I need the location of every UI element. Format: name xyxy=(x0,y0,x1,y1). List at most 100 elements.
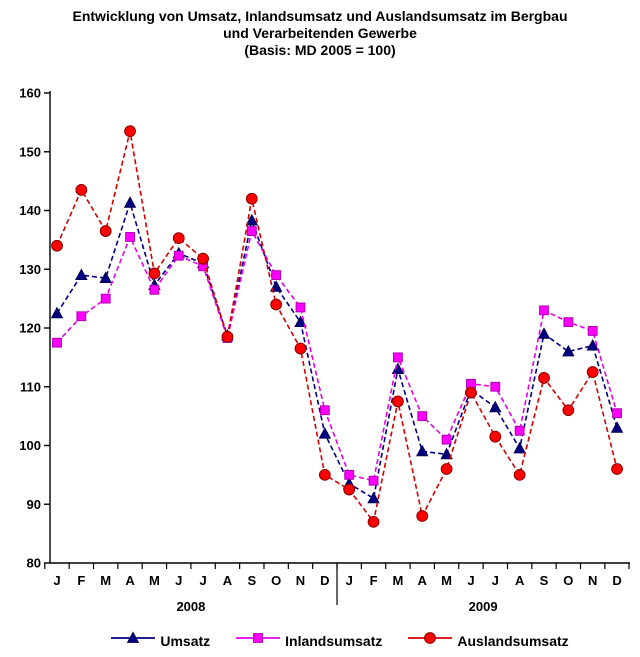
month-label: S xyxy=(540,573,549,588)
data-point-triangle xyxy=(562,344,575,357)
month-label: D xyxy=(320,573,329,588)
data-point-triangle xyxy=(127,631,140,643)
chart-title: Entwicklung von Umsatz, Inlandsumsatz un… xyxy=(0,8,640,59)
data-point-triangle xyxy=(416,444,429,457)
data-point-circle xyxy=(611,463,623,475)
month-label: J xyxy=(175,573,182,588)
month-label: J xyxy=(53,573,60,588)
y-tick-label: 140 xyxy=(19,203,41,218)
data-point-square xyxy=(100,293,111,304)
data-point-circle xyxy=(416,510,429,522)
data-point-square xyxy=(319,405,330,416)
legend-label-auslandsumsatz: Auslandsumsatz xyxy=(457,632,569,649)
y-tick-label: 160 xyxy=(19,86,41,101)
y-tick-label: 90 xyxy=(27,497,41,512)
data-point-triangle xyxy=(99,271,112,283)
data-point-circle xyxy=(318,468,331,481)
data-point-circle xyxy=(99,225,112,237)
data-point-circle xyxy=(343,483,356,496)
data-point-triangle xyxy=(318,427,332,439)
data-point-circle xyxy=(221,330,234,343)
umsatz-legend-sample xyxy=(111,631,156,643)
data-point-circle xyxy=(172,232,185,245)
data-point-circle xyxy=(367,515,380,528)
data-point-square xyxy=(271,270,282,281)
data-point-triangle xyxy=(123,196,137,208)
month-label: A xyxy=(125,573,135,588)
data-point-square xyxy=(52,337,62,348)
month-label: N xyxy=(296,573,305,588)
month-label: F xyxy=(370,573,378,588)
legend-entry-umsatz: Umsatz xyxy=(111,631,210,650)
series-line-auslandsumsatz xyxy=(56,130,618,524)
data-point-square xyxy=(441,434,452,445)
data-point-circle xyxy=(538,372,550,384)
inlandsumsatz-legend-sample xyxy=(236,633,281,643)
data-point-triangle xyxy=(489,400,502,413)
data-point-triangle xyxy=(586,338,599,351)
data-point-square xyxy=(563,317,574,328)
series-umsatz xyxy=(50,196,624,504)
data-point-circle xyxy=(424,632,437,644)
month-label: O xyxy=(563,573,573,588)
data-point-square xyxy=(612,408,622,419)
data-point-triangle xyxy=(294,315,307,328)
month-label: J xyxy=(346,573,353,588)
month-label: J xyxy=(492,573,499,588)
legend-label-umsatz: Umsatz xyxy=(160,632,211,649)
data-point-circle xyxy=(51,239,63,252)
month-label: A xyxy=(515,573,525,588)
data-point-square xyxy=(125,232,135,242)
month-label: D xyxy=(612,573,621,588)
data-point-square xyxy=(393,352,403,363)
data-point-square xyxy=(295,302,306,313)
data-point-circle xyxy=(586,366,599,378)
data-point-triangle xyxy=(610,421,624,433)
data-point-circle xyxy=(465,386,477,399)
data-point-circle xyxy=(75,184,88,196)
data-point-triangle xyxy=(440,447,453,460)
data-point-square xyxy=(173,250,184,261)
series-inlandsumsatz xyxy=(52,226,622,486)
data-point-triangle xyxy=(50,306,64,319)
month-label: M xyxy=(100,573,111,588)
y-tick-label: 100 xyxy=(19,438,41,453)
month-label: J xyxy=(467,573,474,588)
data-point-square xyxy=(344,469,355,480)
month-label: J xyxy=(199,573,206,588)
umsatz-line-triangle-icon xyxy=(111,631,156,650)
series-line-inlandsumsatz xyxy=(56,228,618,482)
data-point-triangle xyxy=(367,491,380,504)
data-point-circle xyxy=(489,430,502,443)
series-line-umsatz xyxy=(56,200,618,500)
data-point-triangle xyxy=(245,213,259,226)
data-point-square xyxy=(253,633,264,643)
data-point-square xyxy=(490,381,501,392)
data-point-circle xyxy=(124,125,136,138)
chart-title-line3: (Basis: MD 2005 = 100) xyxy=(244,42,396,58)
data-point-circle xyxy=(197,252,210,265)
year-label: 2008 xyxy=(176,599,205,614)
series-markers-inlandsumsatz xyxy=(52,226,622,486)
chart-title-line1: Entwicklung von Umsatz, Inlandsumsatz un… xyxy=(72,8,568,24)
y-tick-label: 150 xyxy=(19,144,41,159)
series-auslandsumsatz xyxy=(51,125,623,528)
y-tick-label: 110 xyxy=(20,379,41,394)
data-point-triangle xyxy=(75,268,88,281)
data-point-circle xyxy=(562,404,575,417)
data-point-circle xyxy=(245,192,258,205)
data-point-square xyxy=(514,425,525,436)
year-labels: 2008 2009 xyxy=(176,599,497,614)
legend-label-inlandsumsatz: Inlandsumsatz xyxy=(285,632,383,649)
data-point-square xyxy=(539,305,549,316)
y-tick-label: 80 xyxy=(27,556,41,571)
month-label: A xyxy=(223,573,233,588)
data-point-circle xyxy=(270,298,283,311)
data-point-square xyxy=(587,326,598,336)
data-point-square xyxy=(246,226,257,236)
data-point-circle xyxy=(148,267,161,280)
inlandsumsatz-line-square-icon xyxy=(236,631,281,650)
legend-entry-auslandsumsatz: Auslandsumsatz xyxy=(408,631,569,650)
auslandsumsatz-legend-sample xyxy=(408,632,453,644)
